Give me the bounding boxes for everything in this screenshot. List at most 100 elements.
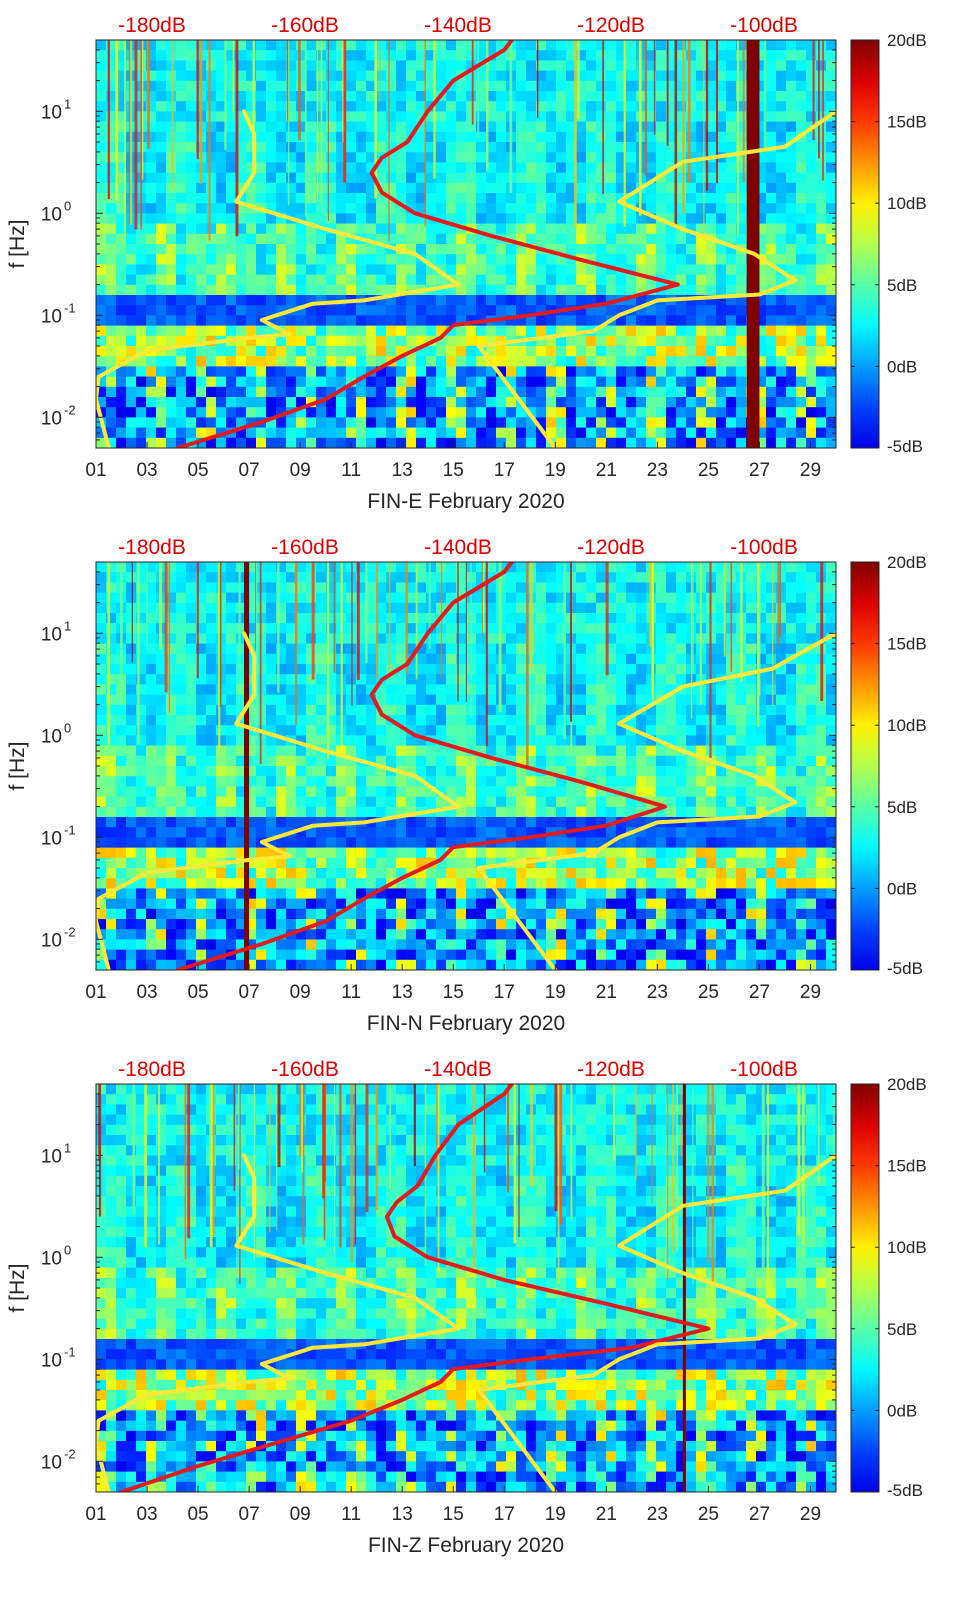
x-tick-label: 07 [239,460,260,481]
y-tick-exponent: -1 [64,1344,76,1359]
x-tick-label: 19 [545,982,566,1003]
y-tick-label: 10 [41,204,62,225]
panel-fin-n: 01 03 05 07 09 11 13 15 17 19 21 23 25 27 2910-210-110… [6,536,927,1035]
x-tick-label: 21 [596,1504,617,1525]
x-tick-label: 05 [187,982,208,1003]
top-axis-label: -100dB [730,14,798,37]
yellow-noise-curve [96,109,461,448]
colorbar-label: 5dB [887,1320,917,1339]
top-axis-label: -140dB [424,1058,492,1081]
colorbar-label: 10dB [887,1238,927,1257]
y-tick-exponent: -1 [64,822,76,837]
y-tick-label: 10 [41,726,62,747]
x-tick-label: 05 [187,460,208,481]
x-tick-label: 21 [596,982,617,1003]
colorbar-label: 10dB [887,716,927,735]
x-tick-label: 11 [341,460,361,481]
data-gap-band [682,1084,686,1492]
y-tick-label: 10 [41,408,62,429]
top-axis-label: -100dB [730,1058,798,1081]
spectrogram-image [96,1084,836,1492]
y-tick-label: 10 [41,1350,62,1371]
x-tick-label: 29 [800,1504,821,1525]
yellow-high-curve [476,109,836,348]
y-tick-exponent: 1 [64,1140,71,1155]
x-tick-label: 23 [647,1504,668,1525]
x-tick-label: 21 [596,460,617,481]
top-axis-label: -160dB [271,536,339,559]
colorbar [850,561,880,971]
x-tick-label: 05 [187,1504,208,1525]
colorbar-label: 5dB [887,798,917,817]
y-tick-label: 10 [41,1146,62,1167]
x-tick-label: 19 [545,460,566,481]
yellow-high-curve [476,631,836,870]
y-axis-label: f [Hz] [6,741,29,790]
x-tick-label: 17 [494,1504,515,1525]
top-axis-label: -140dB [424,14,492,37]
x-tick-label: 03 [136,1504,157,1525]
y-tick-exponent: -2 [64,402,76,417]
colorbar-label: 15dB [887,635,927,654]
x-tick-label: 27 [749,1504,770,1525]
x-tick-label: 13 [392,1504,413,1525]
spectrogram-image [96,562,836,970]
x-axis-label: FIN-N February 2020 [367,1012,565,1035]
top-axis-label: -160dB [271,1058,339,1081]
x-tick-label: 01 [85,982,106,1003]
top-axis-label: -180dB [118,14,186,37]
red-model-curve [175,562,667,970]
y-tick-label: 10 [41,930,62,951]
y-tick-exponent: -1 [64,300,76,315]
y-tick-exponent: 1 [64,618,71,633]
colorbar-label: 0dB [887,879,917,898]
y-tick-exponent: -2 [64,924,76,939]
x-tick-label: 27 [749,460,770,481]
y-tick-exponent: 0 [64,198,71,213]
x-tick-label: 27 [749,982,770,1003]
y-tick-exponent: 0 [64,1242,71,1257]
top-axis-label: -180dB [118,536,186,559]
y-axis-label: f [Hz] [6,219,29,268]
x-tick-label: 09 [290,982,311,1003]
colorbar-label: 20dB [887,553,927,572]
colorbar-label: 20dB [887,1075,927,1094]
red-model-curve [119,1084,711,1492]
colorbar-label: 0dB [887,357,917,376]
x-tick-label: 19 [545,1504,566,1525]
yellow-noise-curve [96,1153,461,1492]
y-tick-exponent: -2 [64,1446,76,1461]
x-tick-label: 29 [800,460,821,481]
colorbar-label: 5dB [887,276,917,295]
y-tick-label: 10 [41,1248,62,1269]
x-tick-label: 07 [239,982,260,1003]
x-tick-label: 23 [647,982,668,1003]
x-tick-label: 15 [443,1504,464,1525]
x-tick-label: 01 [85,460,106,481]
yellow-model-curve [476,866,558,970]
x-tick-label: 13 [392,460,413,481]
panel-fin-e: 01 03 05 07 09 11 13 15 17 19 21 23 25 27 2910-210-110… [6,14,927,513]
yellow-high-curve [476,1153,836,1392]
yellow-model-curve [476,1388,558,1492]
x-tick-label: 29 [800,982,821,1003]
colorbar-label: 15dB [887,1157,927,1176]
x-tick-label: 15 [443,982,464,1003]
spectrogram-image [96,40,836,448]
x-tick-label: 17 [494,982,515,1003]
x-axis-label: FIN-Z February 2020 [368,1534,564,1557]
x-tick-label: 25 [698,1504,719,1525]
colorbar [850,39,880,449]
x-tick-label: 23 [647,460,668,481]
x-axis-label: FIN-E February 2020 [367,490,564,513]
x-tick-label: 11 [341,982,361,1003]
x-tick-label: 13 [392,982,413,1003]
x-tick-label: 03 [136,982,157,1003]
x-tick-label: 25 [698,982,719,1003]
y-tick-label: 10 [41,306,62,327]
top-axis-label: -180dB [118,1058,186,1081]
x-tick-label: 09 [290,460,311,481]
x-tick-label: 01 [85,1504,106,1525]
colorbar-label: 20dB [887,31,927,50]
